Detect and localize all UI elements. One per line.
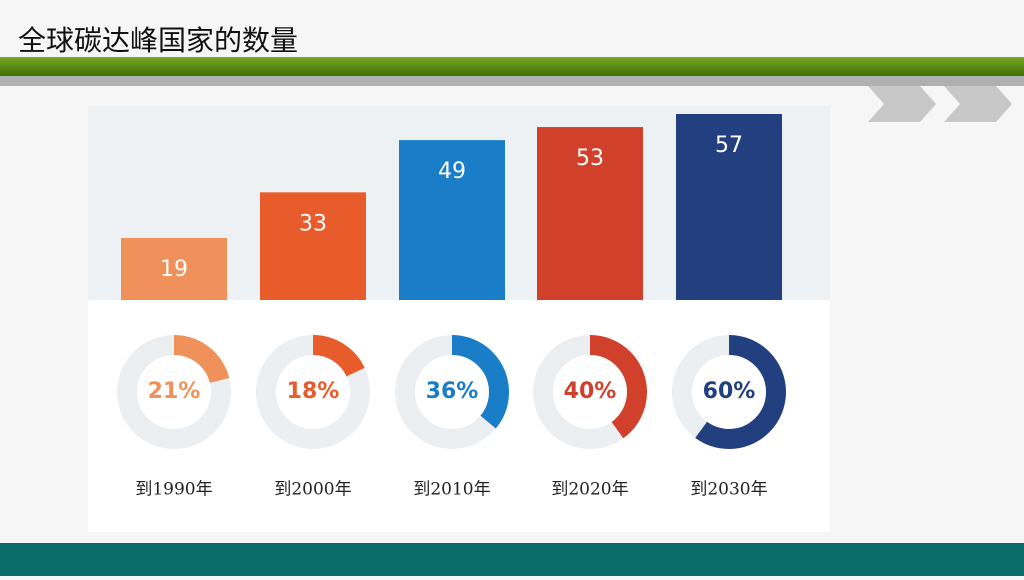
chevron (944, 86, 1012, 122)
donut-arc (672, 335, 786, 449)
percent-label: 60% (703, 379, 756, 404)
value-label: 49 (438, 159, 466, 184)
value-label: 33 (299, 211, 327, 236)
header-rule (0, 76, 1024, 86)
percent-label: 18% (287, 379, 340, 404)
percent-label: 36% (426, 379, 479, 404)
bar (676, 114, 782, 300)
bar (260, 192, 366, 300)
chevron (868, 86, 936, 122)
value-label: 19 (160, 257, 188, 282)
donut-arc (395, 335, 509, 449)
bar (537, 127, 643, 300)
category-label: 到2000年 (274, 480, 351, 500)
donut-arc (117, 335, 231, 449)
category-label: 到2010年 (413, 480, 490, 500)
category-label: 到1990年 (135, 480, 212, 500)
charts: 19 到1990年 33 到2000年 49 到2010年 53 到2020年 57 到2030年… (117, 114, 786, 500)
footer-band (0, 543, 1024, 576)
value-label: 57 (715, 133, 743, 158)
category-label: 到2020年 (551, 480, 628, 500)
donut-arc (256, 335, 370, 449)
bar (399, 140, 505, 300)
value-label: 53 (576, 146, 604, 171)
donut-arc (533, 335, 647, 449)
slide-title: 全球碳达峰国家的数量 (18, 24, 298, 57)
header-band (0, 57, 1024, 76)
percent-label: 21% (148, 379, 201, 404)
bar (121, 238, 227, 300)
percent-label: 40% (564, 379, 617, 404)
category-label: 到2030年 (690, 480, 767, 500)
